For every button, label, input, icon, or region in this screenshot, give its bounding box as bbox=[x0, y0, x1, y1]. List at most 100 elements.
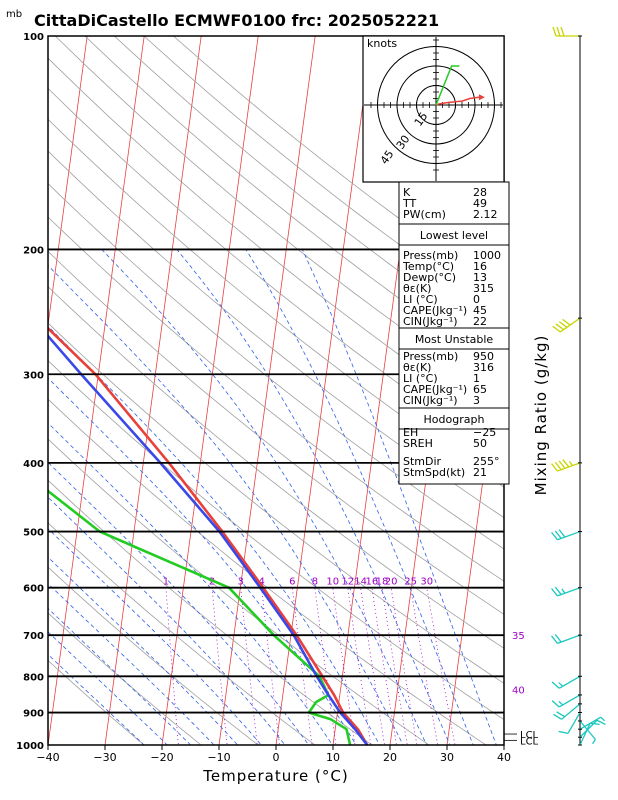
dry-adiabat bbox=[48, 438, 430, 745]
dry-adiabat bbox=[48, 57, 504, 429]
unstable-1-label: θε(K) bbox=[403, 361, 431, 374]
unstable-3-label: CAPE(Jkg⁻¹) bbox=[403, 383, 467, 396]
hodo-2-value: 255° bbox=[473, 455, 500, 468]
lowest-3-value: 315 bbox=[473, 282, 494, 295]
lowest-3-label: θε(K) bbox=[403, 282, 431, 295]
isotherm bbox=[161, 36, 259, 745]
wind-barb bbox=[578, 722, 600, 746]
moist-adiabat bbox=[48, 583, 215, 745]
unstable-2-value: 1 bbox=[473, 372, 480, 385]
temperature-tick-label: 0 bbox=[273, 751, 280, 764]
mixing-ratio-label: 2 bbox=[209, 577, 215, 588]
temperature-line bbox=[48, 326, 369, 745]
moist-adiabat bbox=[48, 325, 381, 745]
unstable-0-value: 950 bbox=[473, 350, 494, 363]
isotherm bbox=[104, 36, 202, 745]
index-1-value: 49 bbox=[473, 197, 487, 210]
lowest-level-box bbox=[398, 223, 510, 329]
lowest-5-label: CAPE(Jkg⁻¹) bbox=[403, 304, 467, 317]
lowest-2-value: 13 bbox=[473, 271, 487, 284]
hodograph-unit: knots bbox=[367, 37, 397, 50]
lowest-4-value: 0 bbox=[473, 293, 480, 306]
lowest-1-label: Temp(°C) bbox=[402, 260, 454, 273]
isotherm bbox=[559, 36, 618, 760]
mixing-ratio-label: 20 bbox=[385, 577, 398, 588]
dry-adiabat bbox=[48, 359, 504, 721]
hodograph-storm bbox=[435, 65, 460, 106]
chart-title: CittaDiCastello ECMWF0100 frc: 202505222… bbox=[34, 11, 439, 30]
hodo-3-value: 21 bbox=[473, 466, 487, 479]
wind-barb bbox=[552, 317, 582, 333]
lowest-0-label: Press(mb) bbox=[403, 249, 458, 262]
wind-barb bbox=[551, 694, 582, 708]
temperature-tick-label: 10 bbox=[326, 751, 340, 764]
right-axis-label: Mixing Ratio (g/kg) bbox=[532, 335, 550, 496]
wind-barb bbox=[558, 712, 582, 734]
dry-adiabat bbox=[48, 286, 504, 649]
unstable-4-value: 3 bbox=[473, 394, 480, 407]
wind-barb bbox=[578, 716, 606, 730]
mixing-ratio-label: 6 bbox=[289, 577, 295, 588]
mixing-ratio-line bbox=[332, 587, 356, 745]
isotherm bbox=[503, 742, 504, 745]
pressure-tick-label: 200 bbox=[23, 245, 44, 256]
temperature-tick-label: −30 bbox=[93, 751, 116, 764]
temperature-tick-label: 40 bbox=[497, 751, 511, 764]
dry-adiabat bbox=[48, 183, 504, 550]
pressure-tick-label: 900 bbox=[23, 709, 44, 720]
mixing-ratio-label: 10 bbox=[326, 577, 339, 588]
dry-adiabat bbox=[48, 479, 373, 745]
pressure-tick-label: 400 bbox=[23, 459, 44, 470]
hodo-3-label: StmSpd(kt) bbox=[403, 466, 465, 479]
isotherm bbox=[218, 36, 316, 745]
lowest-1-value: 16 bbox=[473, 260, 487, 273]
index-1-label: TT bbox=[402, 197, 417, 210]
mixing-ratio-label: 8 bbox=[312, 577, 318, 588]
dry-adiabat bbox=[48, 216, 504, 582]
mixing-ratio-line bbox=[240, 587, 258, 745]
wind-barb bbox=[551, 529, 582, 541]
hodograph-box bbox=[362, 35, 505, 183]
mixing-ratio-label: 18 bbox=[376, 577, 389, 588]
isotherm bbox=[48, 36, 145, 745]
index-2-value: 2.12 bbox=[473, 208, 498, 221]
unstable-0-label: Press(mb) bbox=[403, 350, 458, 363]
moist-adiabat bbox=[48, 631, 168, 745]
hodograph-arrow bbox=[478, 94, 485, 101]
wind-barb bbox=[551, 675, 582, 689]
lowest-2-label: Dewp(°C) bbox=[403, 271, 456, 284]
dry-adiabat bbox=[48, 566, 259, 745]
mixing-ratio-line bbox=[261, 587, 280, 745]
dry-adiabat bbox=[48, 250, 504, 615]
moist-adiabat bbox=[48, 496, 286, 745]
pressure-unit: mb bbox=[6, 9, 22, 20]
wind-barb bbox=[578, 719, 606, 738]
moist-adiabat bbox=[301, 249, 497, 745]
index-0-value: 28 bbox=[473, 186, 487, 199]
adiabat-label: 40 bbox=[512, 685, 525, 696]
lcl-label: LCL bbox=[520, 736, 539, 747]
mixing-ratio-line bbox=[211, 587, 228, 745]
mixing-ratio-label: 14 bbox=[354, 577, 367, 588]
moist-adiabat bbox=[48, 607, 192, 745]
lowest-6-label: CIN(Jkg⁻¹) bbox=[403, 315, 458, 328]
dry-adiabat bbox=[48, 150, 504, 519]
mixing-ratio-label: 30 bbox=[420, 577, 433, 588]
mixing-ratio-label: 12 bbox=[341, 577, 354, 588]
hodo-0-value: −25 bbox=[473, 426, 496, 439]
hodo-2-label: StmDir bbox=[403, 455, 442, 468]
mixing-ratio-label: 1 bbox=[163, 577, 169, 588]
unstable-1-value: 316 bbox=[473, 361, 494, 374]
mixing-ratio-line bbox=[426, 587, 456, 745]
adiabat-label: 35 bbox=[512, 631, 525, 642]
unstable-4-label: CIN(Jkg⁻¹) bbox=[403, 394, 458, 407]
hodograph-stats-box bbox=[398, 407, 510, 485]
temperature-tick-label: 20 bbox=[383, 751, 397, 764]
moist-adiabat bbox=[48, 556, 239, 745]
wind-profile bbox=[551, 26, 606, 746]
dry-adiabat bbox=[48, 87, 504, 458]
lcl-label: LCL bbox=[520, 730, 539, 741]
